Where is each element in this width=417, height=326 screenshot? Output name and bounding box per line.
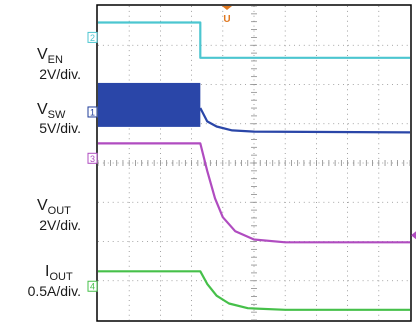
channel-marker-vout: 3 bbox=[88, 153, 97, 164]
svg-text:VEN: VEN bbox=[37, 46, 63, 66]
vout-scale: 2V/div. bbox=[39, 217, 81, 233]
label-ven: VEN 2V/div. bbox=[37, 46, 81, 82]
svg-text:IOUT: IOUT bbox=[45, 263, 73, 283]
iout-sub: OUT bbox=[49, 271, 73, 283]
ven-name: V bbox=[37, 46, 48, 63]
vsw-scale: 5V/div. bbox=[39, 120, 81, 136]
channel-marker-ven: 2 bbox=[88, 32, 97, 43]
svg-text:VSW: VSW bbox=[37, 101, 66, 121]
channel-marker-text: 2 bbox=[90, 33, 95, 43]
vout-sub: OUT bbox=[48, 205, 72, 217]
trigger-marker-text: U bbox=[223, 14, 230, 25]
vout-name: V bbox=[37, 197, 48, 214]
channel-marker-text: 3 bbox=[90, 154, 95, 164]
ven-scale: 2V/div. bbox=[39, 66, 81, 82]
label-iout: IOUT 0.5A/div. bbox=[28, 263, 81, 299]
svg-text:VOUT: VOUT bbox=[37, 197, 71, 217]
channel-marker-iout: 4 bbox=[88, 281, 97, 292]
channel-marker-text: 4 bbox=[90, 282, 95, 292]
channel-marker-vsw: 1 bbox=[88, 107, 97, 118]
vsw-name: V bbox=[37, 101, 48, 118]
iout-scale: 0.5A/div. bbox=[28, 283, 81, 299]
trace-vsw-switching-band bbox=[98, 83, 200, 127]
ven-sub: EN bbox=[48, 54, 63, 66]
label-vsw: VSW 5V/div. bbox=[37, 101, 81, 136]
channel-marker-text: 1 bbox=[90, 107, 95, 117]
label-vout: VOUT 2V/div. bbox=[37, 197, 81, 233]
